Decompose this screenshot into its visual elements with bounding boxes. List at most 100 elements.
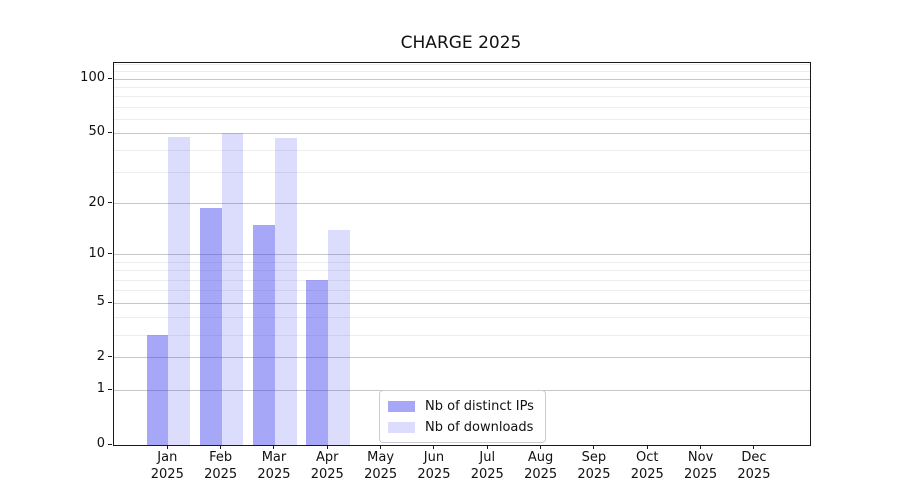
- x-tick-label-dec: Dec 2025: [727, 449, 781, 483]
- x-tick-year: 2025: [630, 467, 664, 482]
- x-tick-label-jun: Jun 2025: [407, 449, 461, 483]
- x-tick-year: 2025: [684, 467, 718, 482]
- y-tick-label: 50: [88, 124, 105, 140]
- y-tick-mark: [108, 356, 112, 358]
- bar-distinct-ips-mar: [253, 225, 275, 445]
- minor-gridline: [114, 64, 810, 66]
- x-tick-year: 2025: [524, 467, 558, 482]
- y-tick-label: 100: [80, 70, 105, 86]
- x-tick-year: 2025: [310, 467, 344, 482]
- x-tick-label-nov: Nov 2025: [674, 449, 728, 483]
- x-tick-label-aug: Aug 2025: [514, 449, 568, 483]
- x-tick-month: Jan: [157, 450, 178, 465]
- x-tick-mark: [593, 445, 595, 449]
- bar-distinct-ips-feb: [199, 207, 222, 445]
- minor-gridline: [114, 279, 810, 281]
- x-tick-year: 2025: [204, 467, 238, 482]
- minor-gridline: [114, 270, 810, 272]
- x-tick-mark: [486, 445, 488, 449]
- x-tick-mark: [753, 445, 755, 449]
- legend-label-downloads: Nb of downloads: [425, 419, 534, 435]
- y-tick-label: 2: [96, 348, 105, 364]
- x-tick-month: Aug: [527, 450, 554, 465]
- legend-swatch-downloads: [388, 421, 415, 433]
- x-tick-label-feb: Feb 2025: [194, 449, 248, 483]
- x-tick-year: 2025: [577, 467, 611, 482]
- y-tick-mark: [108, 443, 112, 445]
- y-tick-label: 5: [96, 294, 105, 309]
- x-tick-year: 2025: [417, 467, 451, 482]
- minor-gridline: [114, 334, 810, 336]
- y-tick-label: 10: [88, 245, 105, 261]
- minor-gridline: [114, 150, 810, 152]
- x-tick-label-jan: Jan 2025: [140, 449, 194, 483]
- x-tick-label-jul: Jul 2025: [460, 449, 514, 483]
- x-tick-mark: [220, 445, 222, 449]
- x-tick-mark: [540, 445, 542, 449]
- legend-item-distinct-ips: Nb of distinct IPs: [388, 397, 534, 415]
- plot-area: Nb of distinct IPs Nb of downloads: [113, 62, 811, 446]
- y-tick-mark: [108, 388, 112, 390]
- x-tick-month: Sep: [581, 450, 607, 465]
- y-tick-mark: [108, 301, 112, 303]
- major-gridline: [114, 254, 810, 256]
- x-tick-month: Dec: [741, 450, 767, 465]
- x-tick-label-apr: Apr 2025: [300, 449, 354, 483]
- chart-title: CHARGE 2025: [400, 33, 522, 53]
- x-tick-label-mar: Mar 2025: [247, 449, 301, 483]
- x-tick-mark: [380, 445, 382, 449]
- major-gridline: [114, 78, 810, 80]
- major-gridline: [114, 132, 810, 134]
- x-tick-year: 2025: [470, 467, 504, 482]
- legend-label-distinct-ips: Nb of distinct IPs: [425, 398, 534, 414]
- major-gridline: [114, 203, 810, 205]
- minor-gridline: [114, 71, 810, 73]
- bar-downloads-jan: [168, 136, 191, 445]
- minor-gridline: [114, 106, 810, 108]
- x-tick-label-sep: Sep 2025: [567, 449, 621, 483]
- x-tick-mark: [646, 445, 648, 449]
- x-tick-mark: [433, 445, 435, 449]
- y-tick-label: 20: [88, 194, 105, 210]
- x-tick-year: 2025: [150, 467, 184, 482]
- minor-gridline: [114, 262, 810, 264]
- x-tick-year: 2025: [364, 467, 398, 482]
- bar-distinct-ips-apr: [306, 280, 329, 445]
- x-tick-year: 2025: [737, 467, 771, 482]
- y-tick-mark: [108, 77, 112, 79]
- x-tick-month: Apr: [316, 450, 339, 465]
- minor-gridline: [114, 96, 810, 98]
- minor-gridline: [114, 290, 810, 292]
- y-tick-mark: [108, 131, 112, 133]
- minor-gridline: [114, 118, 810, 120]
- y-tick-mark: [108, 253, 112, 255]
- x-tick-mark: [326, 445, 328, 449]
- x-tick-mark: [700, 445, 702, 449]
- minor-gridline: [114, 87, 810, 89]
- x-tick-mark: [273, 445, 275, 449]
- x-tick-label-may: May 2025: [354, 449, 408, 483]
- x-tick-month: Nov: [687, 450, 714, 465]
- minor-gridline: [114, 172, 810, 174]
- x-tick-label-oct: Oct 2025: [620, 449, 674, 483]
- y-tick-label: 1: [96, 381, 105, 397]
- bar-downloads-mar: [274, 138, 297, 445]
- y-tick-mark: [108, 202, 112, 204]
- bar-downloads-feb: [221, 133, 244, 445]
- major-gridline: [114, 357, 810, 359]
- x-tick-month: Jul: [479, 450, 496, 465]
- x-tick-month: Jun: [423, 450, 445, 465]
- legend-swatch-distinct-ips: [388, 400, 415, 412]
- y-tick-label: 0: [96, 436, 105, 451]
- bar-downloads-apr: [328, 230, 351, 445]
- major-gridline: [114, 302, 810, 304]
- x-tick-mark: [166, 445, 168, 449]
- minor-gridline: [114, 316, 810, 318]
- x-tick-month: Oct: [636, 450, 659, 465]
- bar-distinct-ips-jan: [146, 335, 169, 445]
- x-tick-year: 2025: [257, 467, 291, 482]
- x-tick-month: Mar: [261, 450, 287, 465]
- x-tick-month: Feb: [209, 450, 233, 465]
- x-tick-month: May: [367, 450, 395, 465]
